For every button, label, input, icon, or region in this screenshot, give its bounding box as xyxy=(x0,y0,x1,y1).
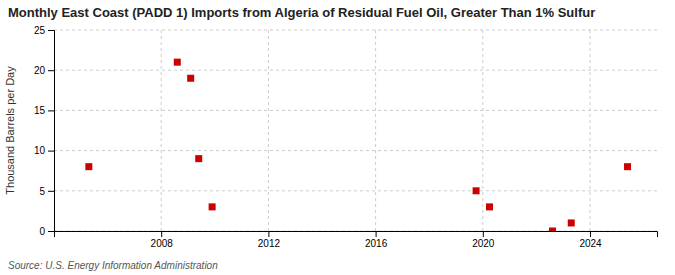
grid-line-y xyxy=(54,30,657,31)
y-tick: 10 xyxy=(34,145,54,156)
x-tick-mark xyxy=(161,231,162,237)
y-tick-mark xyxy=(48,151,54,152)
y-tick-label: 0 xyxy=(39,226,45,237)
points xyxy=(85,59,631,231)
y-tick-mark xyxy=(48,191,54,192)
grid-line-y xyxy=(54,150,657,151)
y-tick-label: 20 xyxy=(34,65,46,76)
y-tick-mark xyxy=(48,231,54,232)
point xyxy=(187,75,194,82)
point xyxy=(624,163,631,170)
y-tick-mark xyxy=(48,70,54,71)
x-tick-mark xyxy=(590,231,591,237)
x-tick-label: 2020 xyxy=(472,238,495,249)
x-tick: 2024 xyxy=(579,231,602,249)
grid xyxy=(54,30,657,231)
source: Source: U.S. Energy Information Administ… xyxy=(8,260,218,271)
y-tick-label: 10 xyxy=(34,145,46,156)
y-tick: 15 xyxy=(34,105,54,116)
grid-line-x xyxy=(375,30,376,231)
y-tick: 5 xyxy=(39,186,54,197)
y-tick-mark xyxy=(48,110,54,111)
x-axis-line xyxy=(55,232,658,238)
y-tick-label: 15 xyxy=(34,105,46,116)
y-tick: 20 xyxy=(34,65,54,76)
x-tick-mark xyxy=(483,231,484,237)
point xyxy=(486,203,493,210)
title: Monthly East Coast (PADD 1) Imports from… xyxy=(8,5,595,20)
x-tick-label: 2008 xyxy=(151,238,174,249)
x-tick-label: 2024 xyxy=(579,238,602,249)
x-tick-mark xyxy=(376,231,377,237)
y-tick-mark xyxy=(48,30,54,31)
y-tick: 25 xyxy=(34,25,54,36)
point xyxy=(568,219,575,226)
grid-line-y xyxy=(54,190,657,191)
y-tick: 0 xyxy=(39,226,54,237)
chart: 2008 2012 2016 2020 2024 0 5 10 15 20 25 Thousand B… xyxy=(0,0,675,275)
point xyxy=(473,187,480,194)
point xyxy=(85,163,92,170)
x-tick-label: 2012 xyxy=(258,238,281,249)
grid-line-y xyxy=(54,110,657,111)
point xyxy=(174,59,181,66)
x-tick: 2016 xyxy=(365,231,388,249)
point xyxy=(195,155,202,162)
point xyxy=(549,228,556,232)
grid-line-x xyxy=(482,30,483,231)
point xyxy=(209,203,216,210)
grid-line-x xyxy=(161,30,162,231)
grid-line-x xyxy=(268,30,269,231)
x-axis: 2008 2012 2016 2020 2024 xyxy=(55,231,658,249)
y-tick-label: 25 xyxy=(34,25,46,36)
y-axis: 0 5 10 15 20 25 xyxy=(34,25,55,237)
y-axis-title: Thousand Barrels per Day xyxy=(4,66,16,195)
grid-line-y xyxy=(54,70,657,71)
y-tick-label: 5 xyxy=(39,186,45,197)
x-tick: 2008 xyxy=(151,231,174,249)
x-tick: 2012 xyxy=(258,231,281,249)
y-axis-line xyxy=(48,31,55,232)
grid-line-x xyxy=(590,30,591,231)
x-tick-label: 2016 xyxy=(365,238,388,249)
x-tick-mark xyxy=(268,231,269,237)
x-tick: 2020 xyxy=(472,231,495,249)
